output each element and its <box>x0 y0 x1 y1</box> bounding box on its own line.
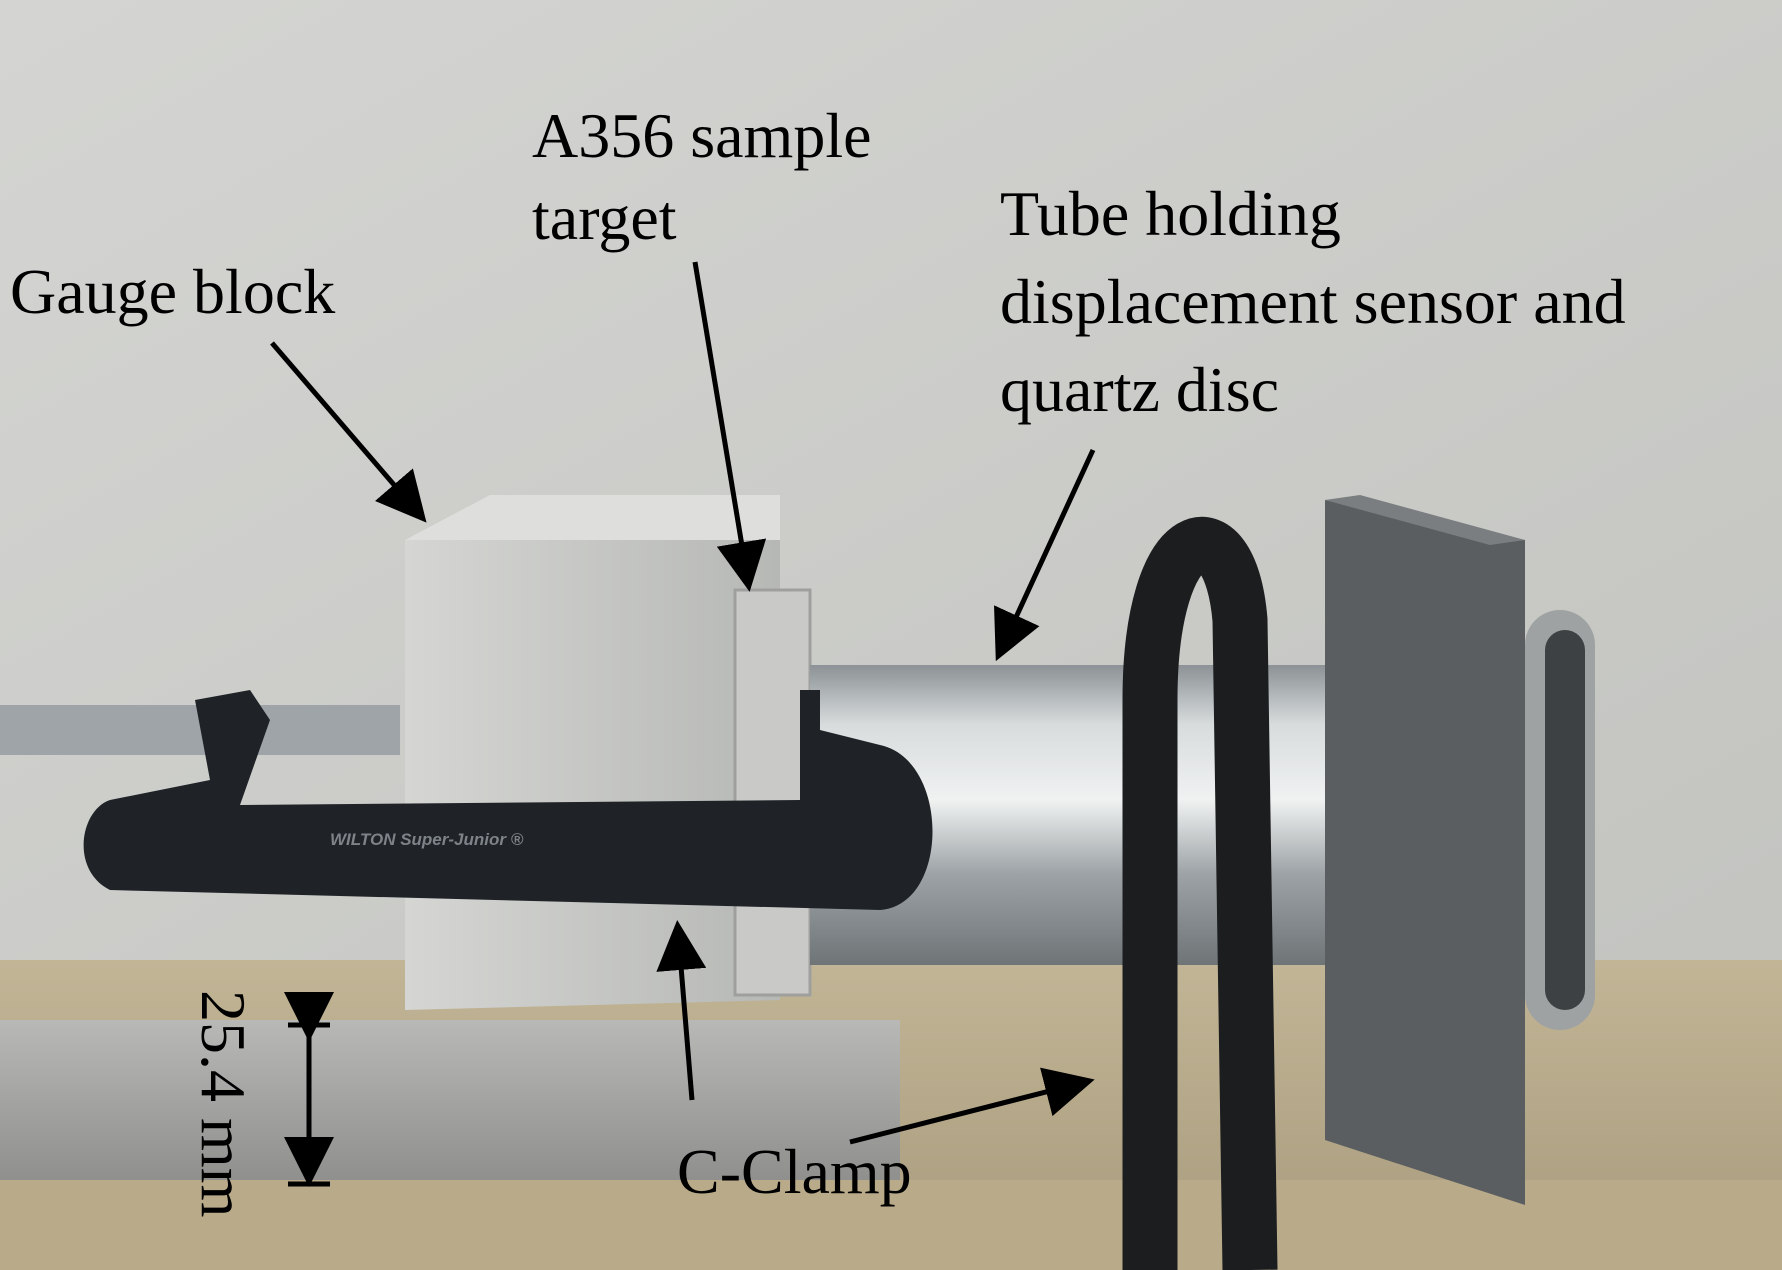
sample-target-arrow <box>692 261 767 592</box>
mounting-plate-edge <box>1325 495 1525 545</box>
label-c-clamp: C-Clamp <box>677 1136 912 1207</box>
cable-loop <box>1122 517 1278 1270</box>
table-edge <box>0 1180 1782 1270</box>
sample-target <box>733 588 812 997</box>
c-clamp-arrow-left <box>656 920 707 1101</box>
gauge-block-top <box>405 495 780 540</box>
mounting-plate <box>1325 500 1525 1205</box>
label-gauge-block: Gauge block <box>10 256 336 327</box>
c-clamp-arrow-right <box>849 1067 1095 1145</box>
base-plate <box>0 1020 900 1185</box>
c-clamp <box>83 690 933 910</box>
label-tube: Tube holding displacement sensor and qua… <box>1000 178 1626 425</box>
flange-ring <box>1545 630 1585 1010</box>
clamp-brand-text: WILTON Super-Junior ® <box>330 830 524 849</box>
gauge-block-arrow <box>270 341 427 523</box>
tube-arrow <box>994 448 1096 662</box>
label-sample-target: A356 sample target <box>532 100 872 253</box>
label-scale: 25.4 mm <box>188 990 259 1218</box>
